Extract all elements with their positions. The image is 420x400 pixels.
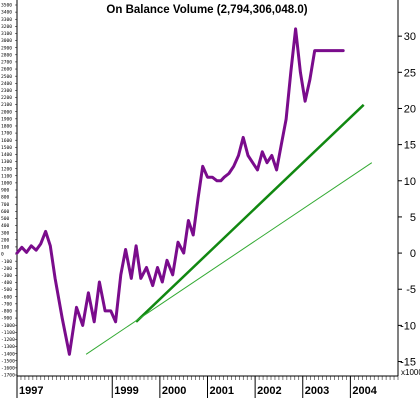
left-tick-label: -1200 bbox=[1, 337, 15, 343]
right-tick-label: 5 bbox=[410, 212, 416, 224]
right-axis-unit-label: x1000 bbox=[401, 368, 420, 377]
left-tick-label: 800 bbox=[1, 195, 10, 201]
left-tick-label: 2100 bbox=[1, 102, 12, 108]
left-tick-label: 2900 bbox=[1, 45, 12, 51]
left-tick-label: -1400 bbox=[1, 351, 15, 357]
right-tick-label: 10 bbox=[404, 176, 416, 188]
left-tick-label: 1600 bbox=[1, 138, 12, 144]
left-tick-label: -700 bbox=[1, 301, 12, 307]
left-tick-label: -1000 bbox=[1, 323, 15, 329]
left-tick-label: -1500 bbox=[1, 358, 15, 364]
left-tick-label: 1800 bbox=[1, 124, 12, 130]
left-tick-label: -400 bbox=[1, 280, 12, 286]
left-tick-label: 100 bbox=[1, 245, 10, 251]
x-tick-label: 2002 bbox=[257, 385, 281, 397]
left-tick-label: 3300 bbox=[1, 17, 12, 23]
left-tick-label: -1100 bbox=[1, 330, 15, 336]
left-tick-label: 3000 bbox=[1, 38, 12, 44]
left-tick-label: 1000 bbox=[1, 180, 12, 186]
left-tick-label: 2200 bbox=[1, 95, 12, 101]
left-tick-label: -200 bbox=[1, 266, 12, 272]
left-tick-label: 1900 bbox=[1, 116, 12, 122]
left-tick-label: -1600 bbox=[1, 365, 15, 371]
left-tick-label: 2700 bbox=[1, 60, 12, 66]
right-tick-label: -5 bbox=[406, 284, 416, 296]
left-tick-label: 400 bbox=[1, 223, 10, 229]
left-tick-label: 3400 bbox=[1, 10, 12, 16]
x-tick-label: 1997 bbox=[19, 385, 43, 397]
left-axis-ticks: 3500340033003200310030002900280027002600… bbox=[1, 3, 17, 379]
series-layer bbox=[15, 27, 373, 356]
left-tick-label: 1300 bbox=[1, 159, 12, 165]
x-tick-label: 2003 bbox=[305, 385, 329, 397]
left-tick-label: -100 bbox=[1, 259, 12, 265]
right-axis-ticks: 30 25 20 15 10 5 0 -5 -10 -15 bbox=[398, 31, 416, 369]
left-tick-label: 200 bbox=[1, 237, 10, 243]
left-tick-label: 0 bbox=[1, 252, 4, 258]
left-tick-label: 2600 bbox=[1, 67, 12, 73]
right-tick-label: -15 bbox=[400, 357, 416, 369]
right-tick-label: 0 bbox=[410, 248, 416, 260]
trendline bbox=[135, 103, 365, 323]
right-tick-label: 25 bbox=[404, 67, 416, 79]
left-tick-label: -1300 bbox=[1, 344, 15, 350]
right-tick-label: 20 bbox=[404, 103, 416, 115]
left-tick-label: 3500 bbox=[1, 3, 12, 9]
left-tick-label: 2300 bbox=[1, 88, 12, 94]
obv-line bbox=[15, 27, 345, 356]
left-tick-label: 2800 bbox=[1, 52, 12, 58]
left-tick-label: 600 bbox=[1, 209, 10, 215]
trendline bbox=[85, 162, 373, 355]
chart-title: On Balance Volume (2,794,306,048.0) bbox=[106, 4, 307, 16]
left-tick-label: 1200 bbox=[1, 166, 12, 172]
left-tick-label: 2000 bbox=[1, 109, 12, 115]
right-tick-label: -10 bbox=[400, 320, 416, 332]
left-tick-label: 1400 bbox=[1, 152, 12, 158]
x-tick-label: 2001 bbox=[210, 385, 234, 397]
left-tick-label: 1500 bbox=[1, 145, 12, 151]
left-tick-label: 300 bbox=[1, 230, 10, 236]
x-tick-label: 1999 bbox=[114, 385, 138, 397]
left-tick-label: 900 bbox=[1, 188, 10, 194]
left-tick-label: 3100 bbox=[1, 31, 12, 37]
left-tick-label: -800 bbox=[1, 309, 12, 315]
left-tick-label: -600 bbox=[1, 294, 12, 300]
x-axis-ticks: 1997 1999 2000 2001 2002 2003 2004 bbox=[16, 376, 399, 398]
left-tick-label: 3200 bbox=[1, 24, 12, 30]
x-tick-label: 2004 bbox=[352, 385, 377, 397]
right-tick-label: 30 bbox=[404, 31, 416, 43]
left-tick-label: 700 bbox=[1, 202, 10, 208]
left-tick-label: 2500 bbox=[1, 74, 12, 80]
left-tick-label: 2400 bbox=[1, 81, 12, 87]
left-tick-label: -300 bbox=[1, 273, 12, 279]
left-tick-label: -900 bbox=[1, 316, 12, 322]
x-tick-label: 2000 bbox=[162, 385, 186, 397]
left-tick-label: 500 bbox=[1, 216, 10, 222]
left-tick-label: 1100 bbox=[1, 173, 12, 179]
right-tick-label: 15 bbox=[404, 140, 416, 152]
left-tick-label: -500 bbox=[1, 287, 12, 293]
left-tick-label: 1700 bbox=[1, 131, 12, 137]
left-tick-label: -1700 bbox=[1, 373, 15, 379]
